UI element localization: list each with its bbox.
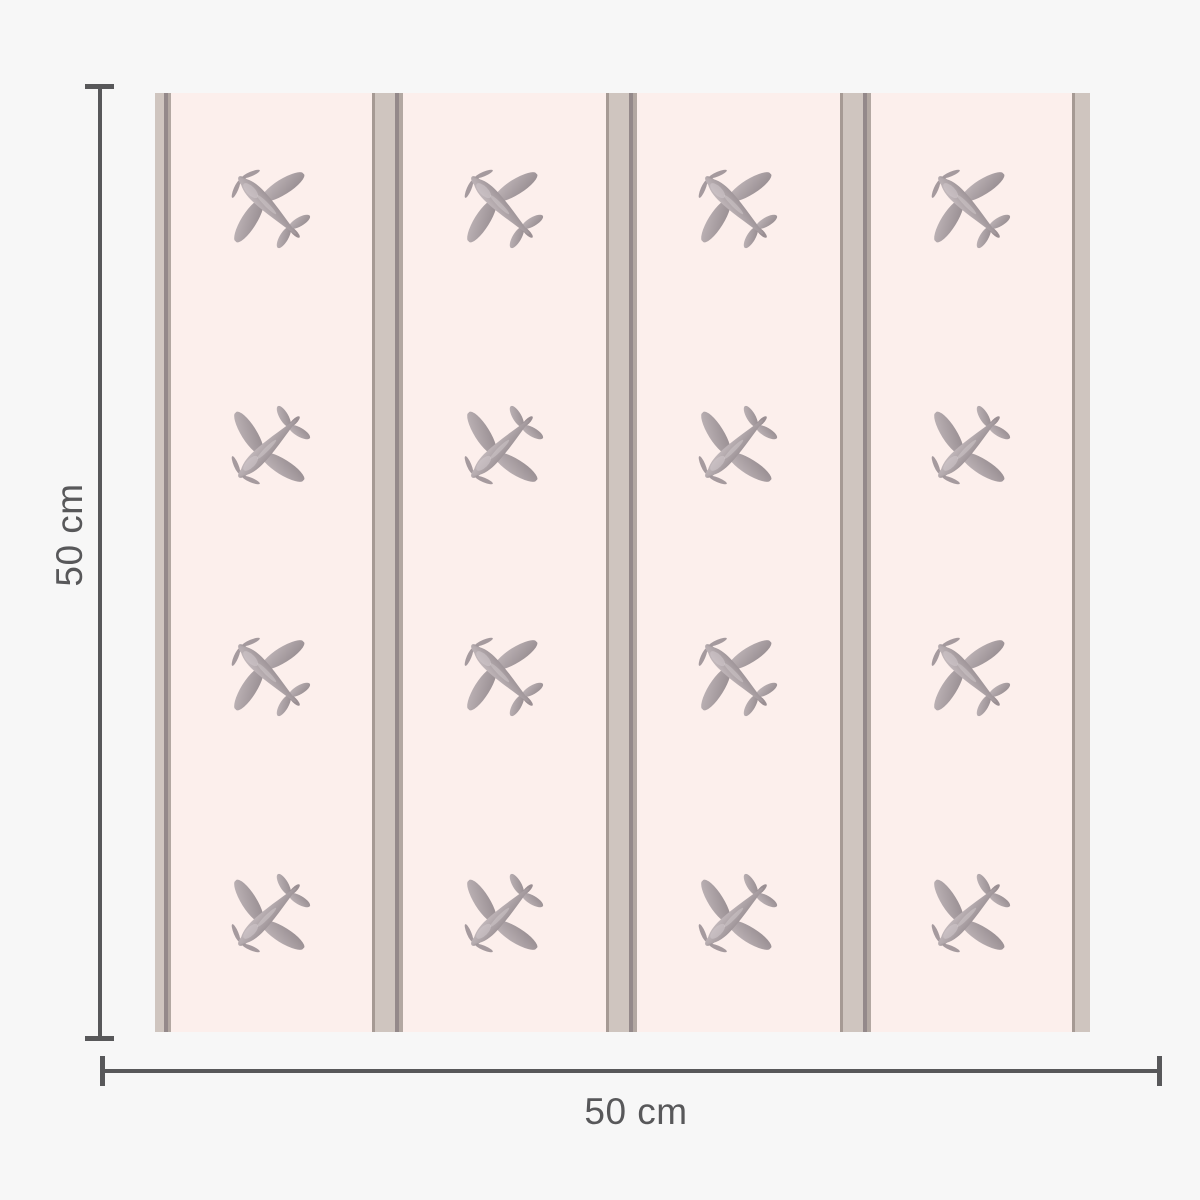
airplane-motif [671, 142, 807, 278]
airplane-icon [437, 610, 573, 746]
vertical-dimension-cap-bottom [85, 1036, 114, 1041]
airplane-motif [671, 844, 807, 980]
airplane-motif [671, 610, 807, 746]
airplane-icon [904, 376, 1040, 512]
airplane-icon [671, 376, 807, 512]
airplane-icon [204, 376, 340, 512]
airplane-icon [204, 142, 340, 278]
vertical-dimension-line [98, 84, 102, 1041]
vertical-dimension-label: 50 cm [49, 483, 90, 587]
airplane-icon [204, 610, 340, 746]
airplane-motif [204, 376, 340, 512]
airplane-motif [904, 610, 1040, 746]
airplane-icon [904, 844, 1040, 980]
airplane-icon [671, 142, 807, 278]
wallpaper-stripe [372, 93, 403, 1032]
airplane-icon [671, 844, 807, 980]
airplane-motif [204, 844, 340, 980]
wallpaper-stripe [1072, 93, 1090, 1032]
pattern-swatch [155, 93, 1090, 1032]
airplane-motif [671, 376, 807, 512]
airplane-motif [437, 844, 573, 980]
airplane-icon [437, 142, 573, 278]
airplane-motif [204, 142, 340, 278]
wallpaper-stripe [155, 93, 171, 1032]
wallpaper-stripe [606, 93, 637, 1032]
airplane-icon [671, 610, 807, 746]
vertical-dimension-cap-top [85, 84, 114, 89]
airplane-motif [437, 142, 573, 278]
airplane-motif [437, 610, 573, 746]
airplane-icon [904, 610, 1040, 746]
horizontal-dimension-label: 50 cm [584, 1091, 688, 1132]
airplane-motif [904, 142, 1040, 278]
airplane-icon [904, 142, 1040, 278]
airplane-motif [204, 610, 340, 746]
horizontal-dimension-cap-right [1157, 1056, 1162, 1086]
horizontal-dimension-line [100, 1069, 1162, 1073]
airplane-icon [204, 844, 340, 980]
horizontal-dimension-cap-left [100, 1056, 105, 1086]
airplane-icon [437, 844, 573, 980]
airplane-motif [904, 844, 1040, 980]
airplane-icon [437, 376, 573, 512]
airplane-motif [437, 376, 573, 512]
wallpaper-stripe [840, 93, 871, 1032]
airplane-motif [904, 376, 1040, 512]
